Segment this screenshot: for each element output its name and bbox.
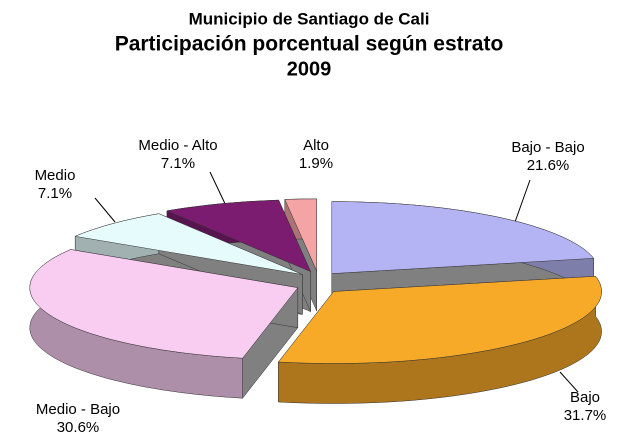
- slice-top: [29, 249, 299, 359]
- leader-line: [94, 197, 116, 223]
- slice: [277, 275, 602, 404]
- slice-top: [331, 201, 595, 274]
- leader-line: [559, 371, 579, 393]
- slice-top: [277, 276, 602, 364]
- slice-label: Medio - Alto: [138, 137, 217, 154]
- slice-label: Alto: [303, 137, 329, 154]
- slice-top: [74, 213, 303, 275]
- chart-title: Municipio de Santiago de Cali: [189, 9, 430, 28]
- chart-date: 2009: [287, 58, 332, 80]
- slice-top: [284, 198, 317, 272]
- slice-top: [166, 199, 312, 273]
- slice-label: Bajo - Bajo: [511, 139, 584, 156]
- leader-line: [514, 179, 531, 223]
- value-label: 7.1%: [38, 185, 72, 202]
- slice-label: Bajo: [570, 389, 600, 406]
- slice-label: Medio - Bajo: [36, 401, 120, 418]
- value-label: 1.9%: [299, 155, 333, 172]
- value-label: 7.1%: [161, 155, 195, 172]
- slice-label: Medio: [35, 167, 76, 184]
- value-label: 30.6%: [57, 419, 100, 436]
- value-label: 31.7%: [564, 407, 607, 424]
- value-label: 21.6%: [527, 157, 570, 174]
- slice: [29, 249, 299, 399]
- chart-subtitle: Participación porcentual según estrato: [115, 33, 504, 56]
